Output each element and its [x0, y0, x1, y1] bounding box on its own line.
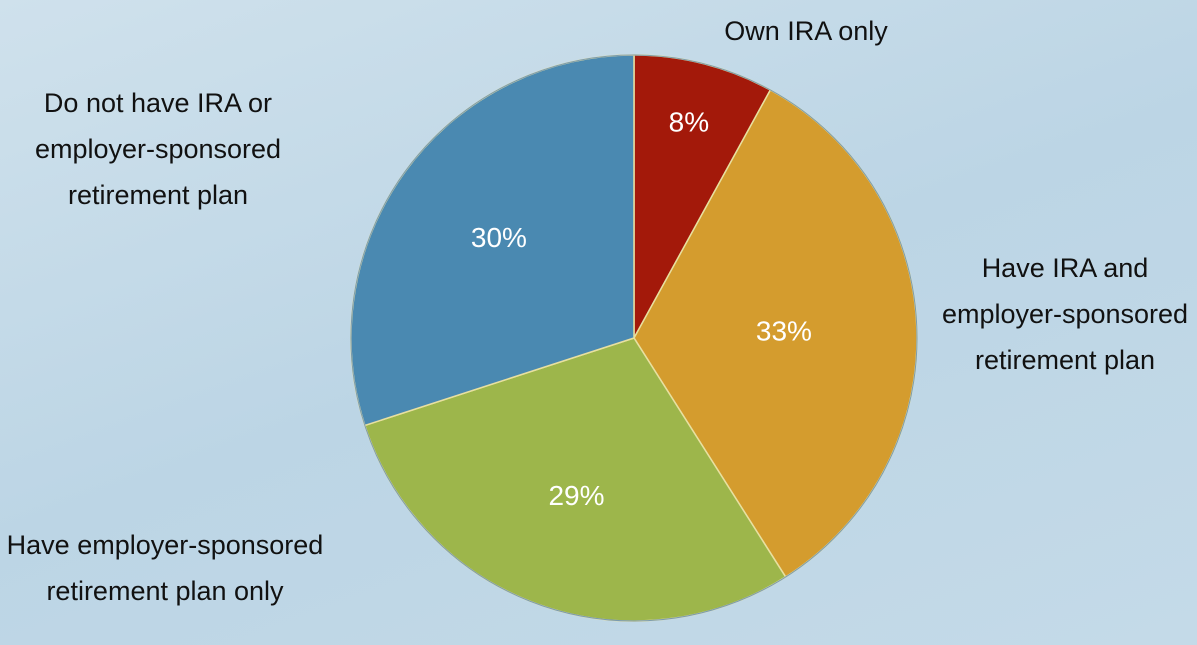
category-label: Have IRA and employer-sponsored retireme… — [941, 253, 1189, 375]
value-label: 30% — [471, 222, 527, 253]
value-label: 8% — [669, 107, 709, 138]
value-label: 29% — [548, 480, 604, 511]
category-label: Do not have IRA or employer-sponsored re… — [34, 88, 282, 210]
value-label: 33% — [756, 316, 812, 347]
category-label: Have employer-sponsored retirement plan … — [6, 530, 324, 606]
pie-outline — [350, 54, 918, 622]
category-label: Own IRA only — [724, 16, 888, 46]
